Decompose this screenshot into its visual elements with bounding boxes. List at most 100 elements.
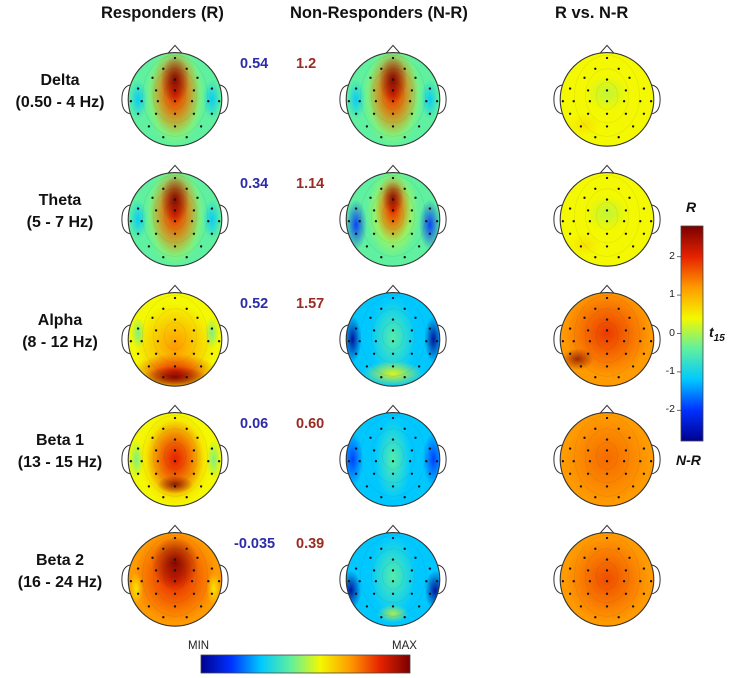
column-header-non-responders: Non-Responders (N-R) [290,4,468,22]
right-ear [219,324,229,355]
scalp-map-region [369,536,417,616]
right-ear [437,204,447,235]
right-ear [437,564,447,595]
right-ear [219,564,229,595]
scalp-map-region [424,570,440,610]
electrode-dot [642,592,646,595]
scalp-map-region [420,79,439,120]
electrode-dot [136,232,140,235]
electrode-dot [649,460,653,463]
electrode-dot [628,436,631,439]
electrode-dot [639,460,642,463]
electrode-dot [391,472,395,475]
power-colorbar-max-label: MAX [392,640,417,652]
electrode-dot [568,447,572,450]
contour-line [585,548,629,604]
electrode-dot [586,209,590,212]
electrode-dot [207,340,210,343]
electrode-dot [428,472,432,475]
electrode-dot [140,580,143,583]
electrode-dot [568,87,572,90]
electrode-dot [369,436,372,439]
t-colorbar-top-label: R [686,199,697,215]
electrode-dot [173,605,177,608]
electrode-dot [391,296,395,300]
scalp-map-region [129,572,144,605]
electrode-dot [185,547,188,550]
electrode-dot [217,580,221,583]
electrode-dot [185,496,188,499]
left-ear [339,444,349,475]
band-name: Theta [38,192,82,209]
electrode-dot [173,460,177,463]
electrode-dot [391,232,395,235]
electrode-dot [617,307,620,310]
band-name: Beta 1 [35,432,85,449]
contour-line [163,561,187,590]
electrode-dot [147,605,151,608]
electrode-dot [391,56,395,60]
electrode-dot [147,485,151,488]
electrode-dot [391,592,395,595]
electrode-dot [173,365,177,368]
contour-line [142,414,208,497]
electrode-dot [147,245,151,248]
electrode-dot [428,447,432,450]
electrode-dot [162,307,165,310]
nose [385,44,401,54]
electrode-dot [586,569,590,572]
electrode-dot [588,220,592,223]
electrode-dot [583,196,586,199]
electrode-dot [207,580,210,583]
electrode-dot [365,605,369,608]
electrode-dot [568,592,572,595]
contour-line [153,428,197,484]
electrode-dot [572,580,575,583]
electrode-dot [136,447,140,450]
electrode-dot [151,436,154,439]
electrode-dot [624,449,628,452]
t-colorbar-tick-label: -2 [665,403,675,416]
head-outline [559,412,655,507]
nose [599,404,615,414]
electrode-dot [347,460,351,463]
electrode-dot [372,352,376,355]
electrode-dot [380,547,383,550]
electrode-dot [217,100,221,103]
electrode-dot [414,316,417,319]
contour-line [585,308,629,364]
electrode-dot [136,592,140,595]
electrode-dot [391,318,395,321]
scalp-map-region [422,432,440,487]
electrode-dot [196,196,199,199]
electrode-dot [173,198,177,201]
electrode-dot [628,196,631,199]
electrode-dot [391,329,395,332]
electrode-dot [622,580,626,583]
electrode-dot [185,67,188,70]
electrode-dot [588,580,592,583]
electrode-dot [594,136,597,139]
t-colorbar [680,225,704,442]
power-colorbar-min-label: MIN [188,640,210,652]
electrode-dot [642,352,646,355]
electrode-dot [210,87,214,90]
head-outline [345,292,441,387]
electrode-dot [403,256,406,259]
electrode-dot [605,296,609,300]
electrode-dot [403,376,406,379]
scalp-map-region [202,79,221,120]
scalp-map-region [585,195,629,232]
electrode-dot [372,232,376,235]
electrode-dot [217,220,221,223]
responders-scale-max: 0.52 [240,296,269,312]
electrode-dot [605,220,609,223]
electrode-dot [617,427,620,430]
electrode-dot [173,340,177,343]
contour-line [585,428,629,484]
electrode-dot [365,125,369,128]
nose [167,44,183,54]
left-ear [553,204,563,235]
electrode-dot [391,460,395,463]
electrode-dot [428,232,432,235]
